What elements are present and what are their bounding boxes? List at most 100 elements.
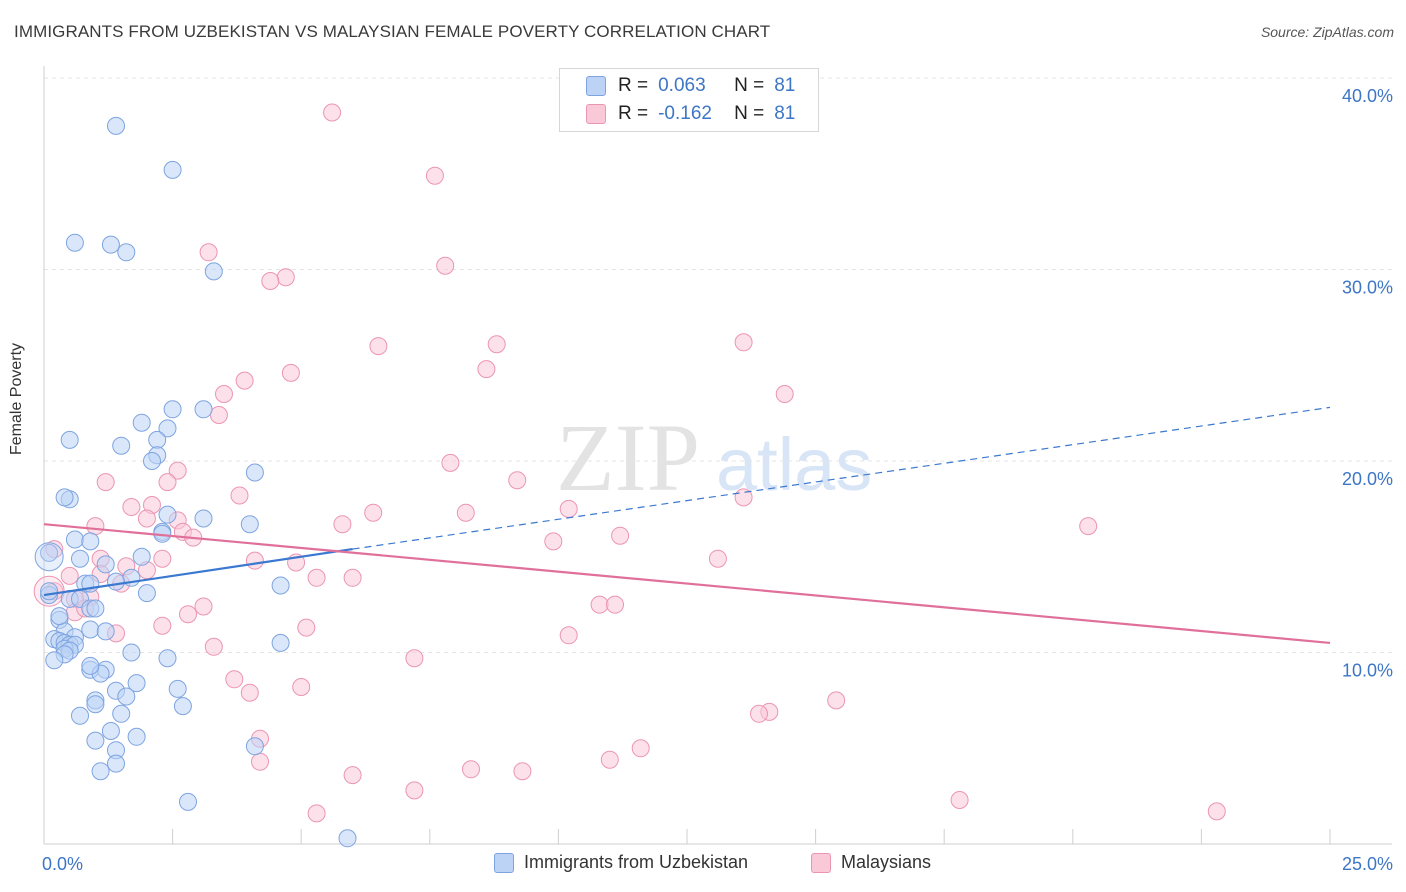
malaysian-point — [292, 678, 311, 696]
uzbekistan-point — [179, 792, 197, 811]
malaysian-point — [708, 549, 727, 568]
malaysian-point — [456, 503, 475, 522]
uzbekistan-point-large — [34, 542, 64, 572]
uzbekistan-point — [65, 233, 84, 252]
uzbekistan-point — [45, 651, 64, 670]
legend-r-label: R = — [618, 75, 649, 96]
uzbekistan-point — [91, 762, 110, 781]
uzbekistan-point — [168, 679, 187, 698]
uzbekistan-point — [65, 530, 84, 549]
axes — [43, 66, 1392, 845]
legend-swatch-blue — [586, 76, 606, 96]
malaysian-point — [199, 243, 218, 262]
trend-line-malaysians — [43, 523, 1331, 645]
malaysian-point — [333, 515, 352, 534]
uzbekistan-point — [112, 704, 131, 723]
malaysian-point — [194, 597, 213, 616]
malaysian-point — [215, 385, 233, 403]
uzbekistan-point — [271, 576, 290, 595]
malaysian-point — [251, 752, 269, 771]
legend-label-malaysians: Malaysians — [841, 852, 932, 872]
uzbekistan-point — [240, 515, 259, 534]
malaysian-point — [364, 503, 383, 522]
legend-r-value: 0.063 — [658, 75, 706, 96]
uzbekistan-point — [40, 543, 59, 562]
uzbekistan-point — [245, 737, 264, 756]
y-axis-label: Female Poverty — [8, 342, 25, 455]
malaysian-point — [158, 473, 177, 492]
uzbekistan-point — [173, 697, 192, 716]
malaysian-point — [122, 498, 141, 516]
malaysian-point — [225, 670, 244, 689]
malaysian-point — [462, 760, 480, 779]
uzbekistan-point — [271, 633, 290, 652]
malaysian-point — [606, 595, 624, 614]
correlation-legend: R = 0.063 N = 81 R = -0.162 N = 81 — [559, 68, 819, 132]
malaysian-point — [405, 781, 424, 800]
uzbekistan-point — [96, 622, 115, 641]
malaysian-point — [96, 473, 115, 492]
uzbekistan-point — [81, 620, 100, 639]
malaysian-point — [323, 103, 342, 122]
legend-row-malaysians: R = -0.162 N = 81 — [586, 102, 795, 126]
uzbekistan-point — [71, 706, 89, 725]
trend-lines — [43, 406, 1331, 645]
x-tick-label-min: 0.0% — [42, 854, 83, 874]
malaysian-point — [513, 762, 532, 781]
malaysian-point — [508, 471, 527, 490]
malaysian-point — [307, 568, 326, 587]
malaysian-point — [307, 804, 326, 823]
malaysian-point — [276, 268, 295, 287]
uzbekistan-point — [122, 643, 141, 662]
source-label: Source: ZipAtlas.com — [1260, 24, 1394, 40]
uzbekistan-point — [40, 582, 59, 601]
malaysian-point — [235, 371, 254, 390]
uzbekistan-point — [158, 649, 177, 668]
chart-title: IMMIGRANTS FROM UZBEKISTAN VS MALAYSIAN … — [14, 22, 771, 41]
malaysian-point — [153, 616, 172, 635]
legend-label-uzbekistan: Immigrants from Uzbekistan — [524, 852, 749, 872]
malaysian-point — [86, 517, 105, 536]
uzbekistan-point — [158, 505, 177, 524]
malaysian-point — [369, 337, 388, 356]
uzbekistan-point — [132, 413, 151, 432]
malaysian-point — [209, 406, 228, 424]
series-uzbekistan — [34, 116, 357, 848]
uzbekistan-point — [158, 419, 177, 438]
uzbekistan-point — [107, 572, 125, 591]
trend-line-uzbekistan — [43, 548, 353, 597]
legend-row-uzbekistan: R = 0.063 N = 81 — [586, 74, 795, 98]
malaysian-point — [827, 691, 846, 710]
series-legend: Immigrants from Uzbekistan Malaysians — [0, 852, 1406, 876]
malaysian-point — [436, 256, 455, 275]
watermark: ZIP atlas — [556, 404, 872, 511]
uzbekistan-point — [194, 400, 213, 419]
malaysian-point — [544, 532, 563, 551]
malaysian-point — [343, 766, 362, 785]
y-tick-label: 20.0% — [1342, 469, 1393, 489]
malaysian-point — [60, 566, 79, 585]
malaysian-point — [137, 509, 156, 528]
y-tick-label: 30.0% — [1342, 278, 1393, 298]
legend-swatch-pink — [811, 852, 831, 873]
malaysian-point — [245, 551, 264, 570]
uzbekistan-point — [107, 754, 125, 773]
malaysian-point — [343, 568, 362, 587]
malaysian-point — [775, 385, 794, 403]
uzbekistan-point — [127, 727, 146, 746]
malaysian-point — [950, 791, 969, 809]
uzbekistan-point — [137, 584, 156, 603]
uzbekistan-point — [81, 532, 100, 551]
y-tick-label: 40.0% — [1342, 86, 1393, 106]
uzbekistan-point — [96, 555, 115, 574]
malaysian-point — [1079, 517, 1098, 536]
uzbekistan-point — [86, 695, 105, 714]
malaysian-point — [297, 618, 316, 637]
malaysian-point — [230, 486, 249, 505]
uzbekistan-point — [163, 400, 182, 419]
uzbekistan-point — [81, 656, 100, 675]
legend-swatch-pink — [586, 104, 606, 124]
uzbekistan-point — [117, 687, 136, 706]
uzbekistan-point — [148, 430, 167, 449]
uzbekistan-point — [163, 160, 182, 179]
